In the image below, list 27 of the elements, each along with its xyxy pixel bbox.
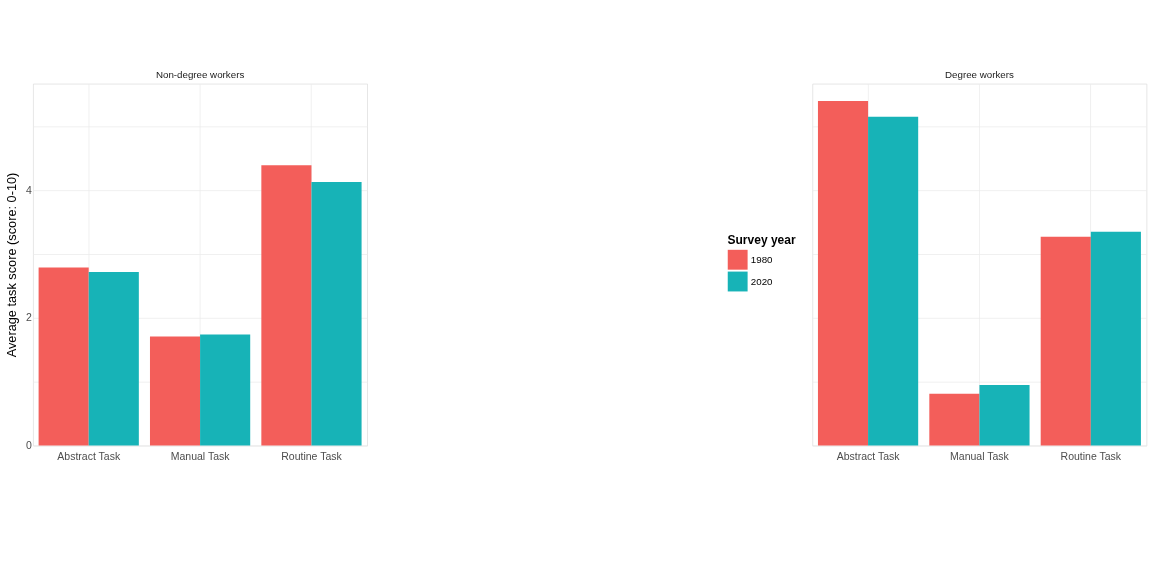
chart-title: Non-degree workers bbox=[155, 69, 245, 81]
x-tick-label: Manual Task bbox=[170, 450, 231, 463]
x-tick-label: Routine Task bbox=[281, 450, 343, 463]
bar bbox=[311, 181, 362, 446]
x-tick-label: Manual Task bbox=[950, 450, 1010, 463]
legend-title: Survey year bbox=[727, 232, 796, 247]
bar bbox=[979, 384, 1030, 446]
bar bbox=[929, 393, 980, 446]
y-tick-label: 4 bbox=[26, 183, 33, 196]
bar bbox=[1090, 231, 1141, 446]
bar bbox=[261, 165, 312, 446]
bar bbox=[88, 271, 139, 446]
x-tick-label: Abstract Task bbox=[57, 450, 121, 463]
y-tick-label: 2 bbox=[26, 311, 33, 324]
chart-title: Degree workers bbox=[945, 69, 1014, 81]
bar bbox=[200, 334, 251, 446]
bar bbox=[149, 336, 201, 446]
x-tick-label: Abstract Task bbox=[836, 450, 901, 463]
bar bbox=[1040, 236, 1091, 446]
bar bbox=[868, 116, 919, 446]
y-axis-title: Average task score (score: 0-10) bbox=[3, 172, 19, 358]
legend-label: 2020 bbox=[750, 275, 774, 287]
bar bbox=[38, 267, 89, 446]
legend-label: 1980 bbox=[750, 253, 774, 265]
y-tick-label: 0 bbox=[26, 438, 33, 451]
x-tick-label: Routine Task bbox=[1060, 450, 1122, 463]
bar bbox=[817, 100, 869, 446]
